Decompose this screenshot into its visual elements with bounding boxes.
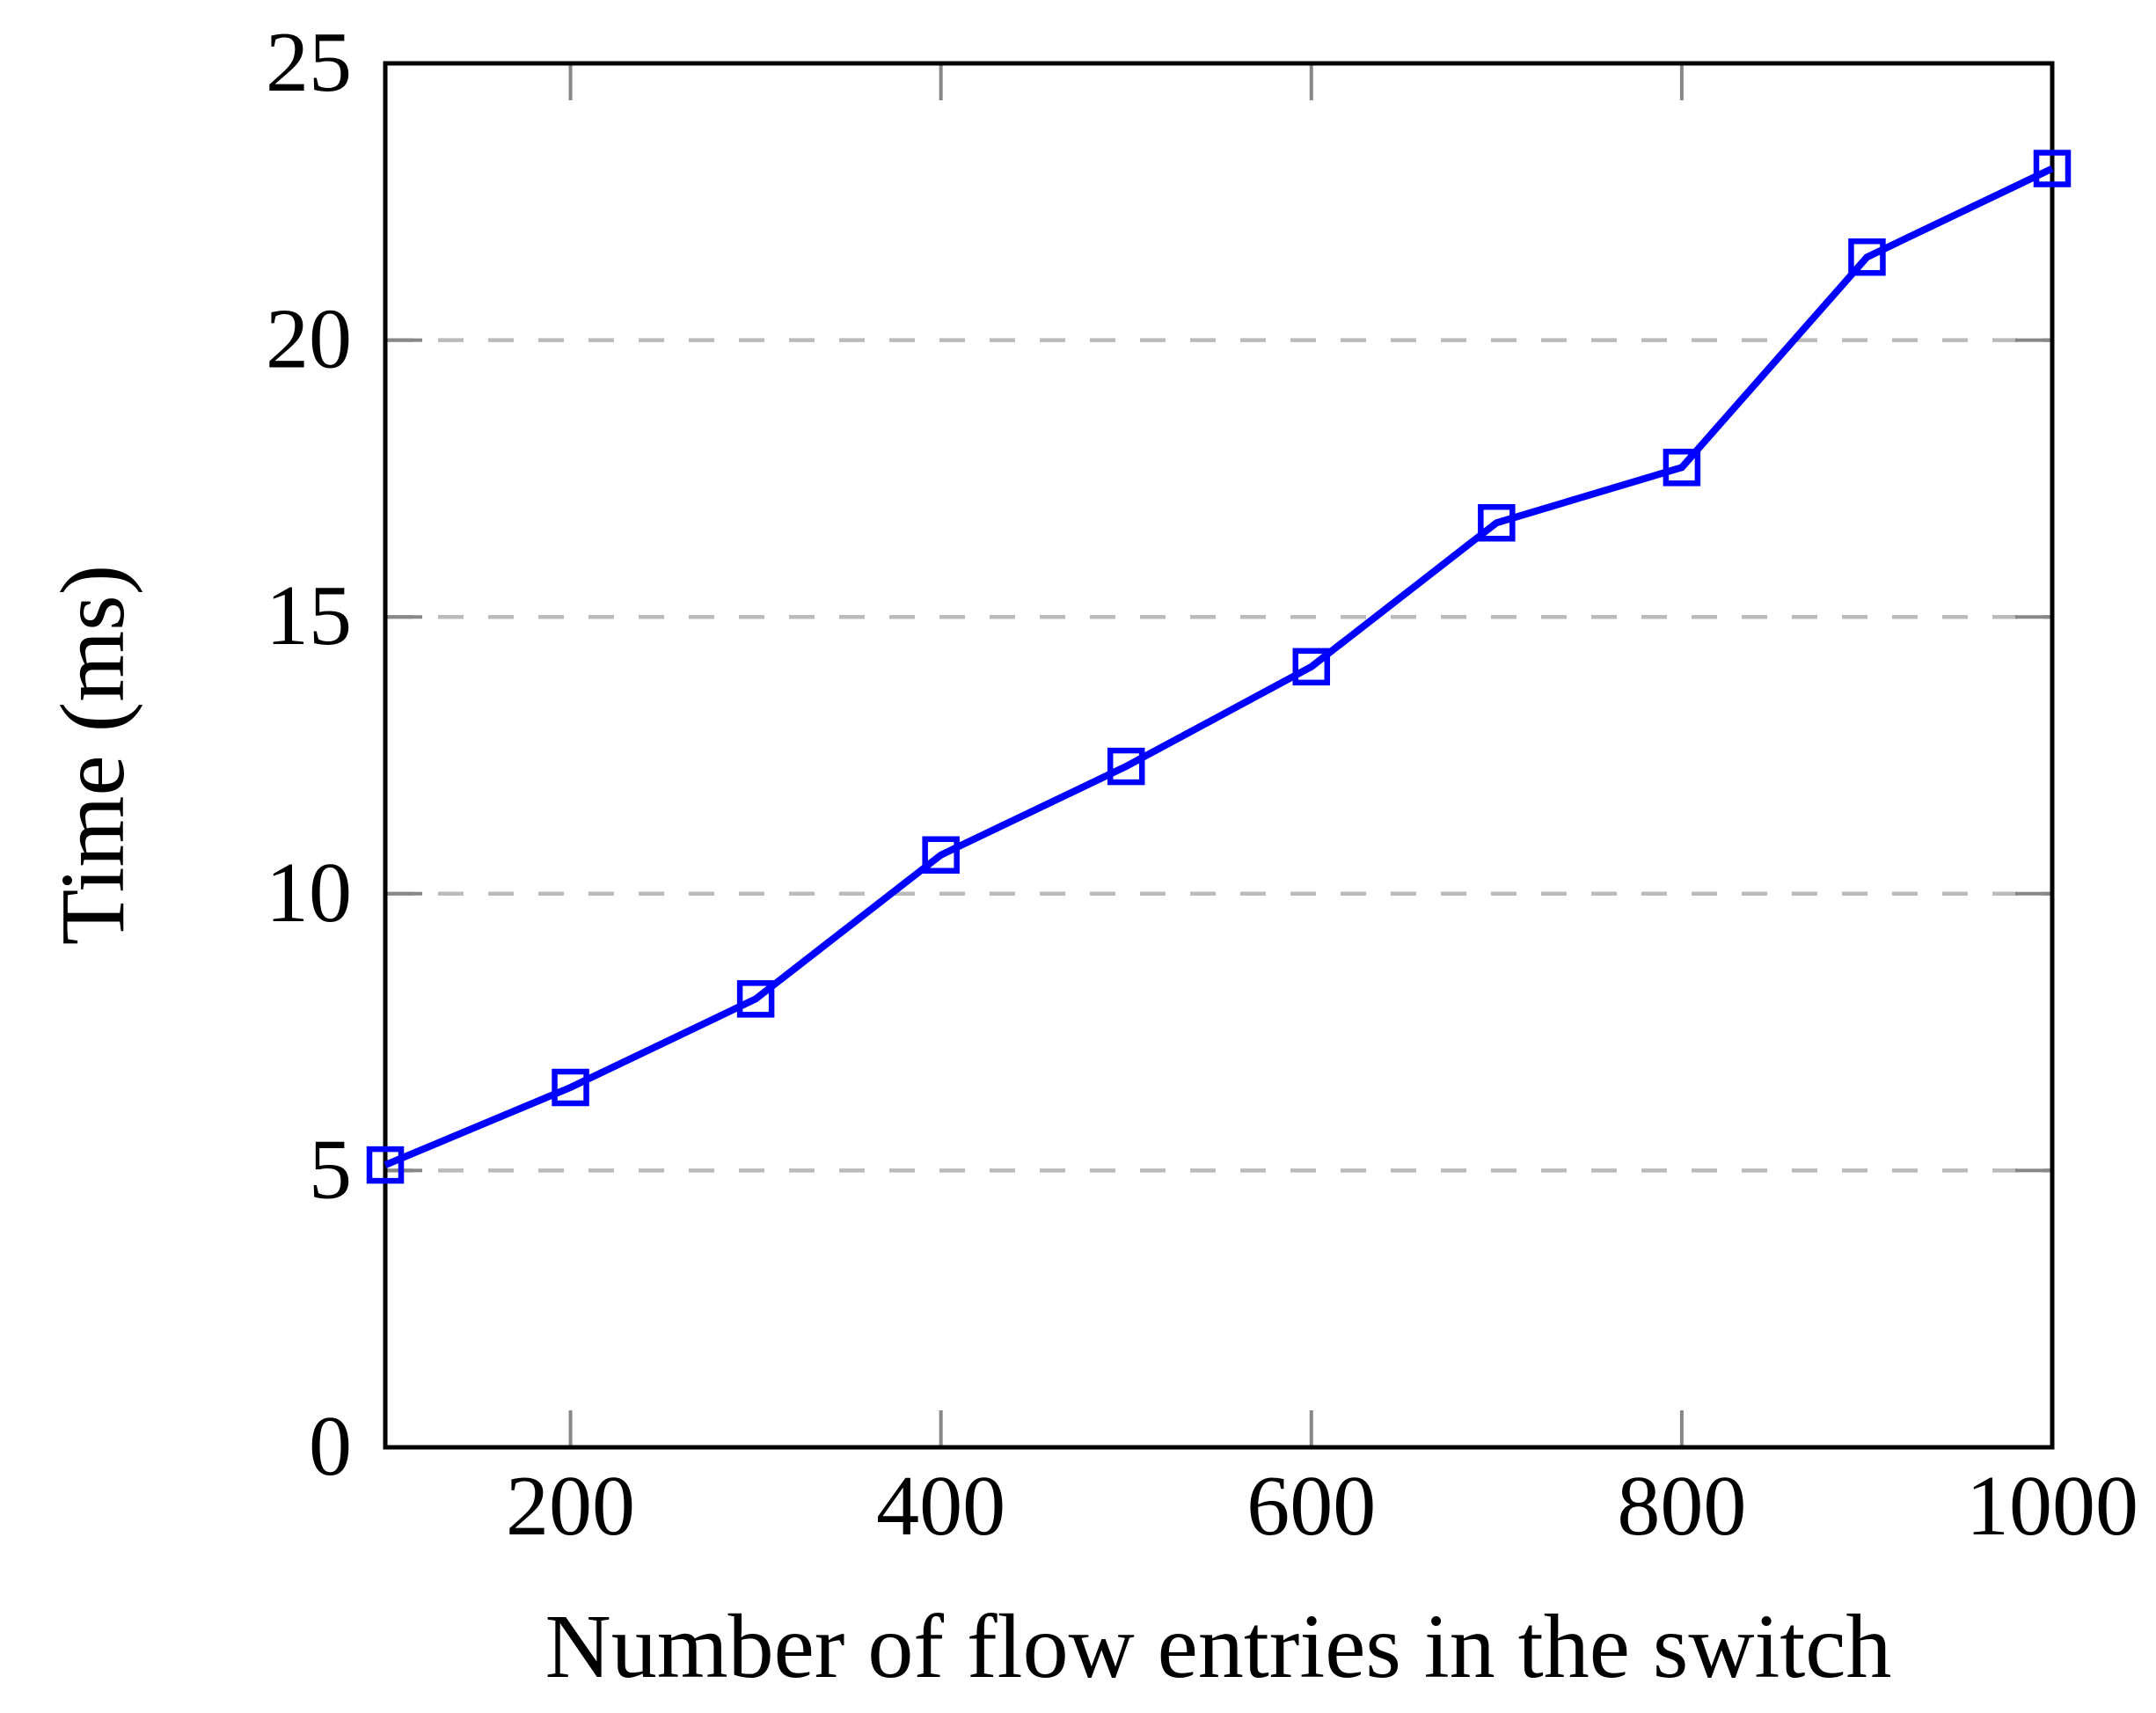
- square-marker: [1292, 648, 1331, 686]
- x-tick-label: 1000: [1966, 1459, 2138, 1554]
- tick-marks-group: [387, 65, 2050, 1446]
- x-tick-label: 400: [876, 1459, 1005, 1554]
- x-axis-label: Number of flow entries in the switch: [545, 1596, 1892, 1697]
- gridlines-group: [388, 338, 2050, 1173]
- square-marker: [1848, 238, 1886, 276]
- data-line: [384, 165, 2054, 1168]
- x-tick-label: 800: [1617, 1459, 1746, 1554]
- y-tick-labels-group: 0 5 10 15 20 25: [266, 15, 352, 1494]
- square-marker: [922, 836, 960, 875]
- y-tick-label: 5: [309, 1122, 352, 1217]
- data-markers-group: [366, 150, 2072, 1184]
- y-tick-label: 10: [266, 846, 352, 941]
- plot-frame: [383, 61, 2055, 1450]
- square-marker: [1107, 747, 1145, 786]
- y-tick-label: 25: [266, 15, 352, 110]
- square-marker: [552, 1068, 589, 1107]
- y-tick-label: 0: [309, 1399, 352, 1494]
- x-tick-labels-group: 200 400 600 800 1000: [506, 1459, 2138, 1554]
- y-tick-label: 15: [266, 568, 352, 663]
- square-marker: [1478, 503, 1516, 542]
- square-marker: [1663, 449, 1701, 487]
- square-marker: [736, 980, 775, 1018]
- x-tick-label: 600: [1246, 1459, 1376, 1554]
- y-tick-label: 20: [266, 292, 352, 387]
- square-marker: [366, 1146, 405, 1184]
- square-marker: [2033, 150, 2072, 187]
- y-axis-label: Time (ms): [42, 565, 143, 945]
- x-tick-label: 200: [506, 1459, 635, 1554]
